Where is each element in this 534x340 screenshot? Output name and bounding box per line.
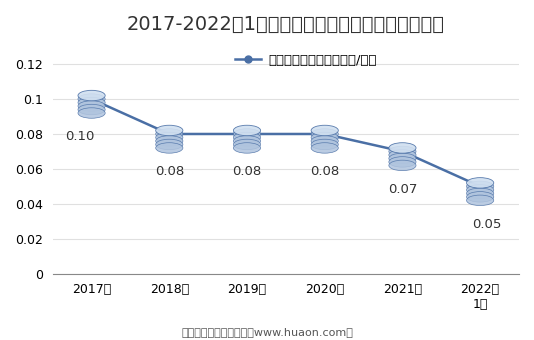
Ellipse shape [311, 136, 339, 146]
Ellipse shape [467, 195, 494, 206]
Ellipse shape [311, 139, 339, 150]
Ellipse shape [233, 132, 261, 143]
Ellipse shape [156, 132, 183, 143]
Text: 0.10: 0.10 [65, 131, 95, 143]
Ellipse shape [233, 143, 261, 153]
Ellipse shape [389, 143, 416, 153]
Text: 制图：华经产业研究院（www.huaon.com）: 制图：华经产业研究院（www.huaon.com） [181, 327, 353, 337]
Ellipse shape [233, 129, 261, 139]
Ellipse shape [311, 129, 339, 139]
Ellipse shape [389, 146, 416, 157]
Ellipse shape [78, 108, 105, 118]
Ellipse shape [78, 90, 105, 101]
Ellipse shape [156, 129, 183, 139]
Ellipse shape [233, 136, 261, 146]
Ellipse shape [156, 139, 183, 150]
Ellipse shape [311, 143, 339, 153]
Text: 0.08: 0.08 [310, 166, 339, 178]
Ellipse shape [311, 125, 339, 136]
Ellipse shape [311, 132, 339, 143]
Text: 0.08: 0.08 [232, 166, 262, 178]
Ellipse shape [78, 101, 105, 111]
Ellipse shape [78, 97, 105, 108]
Text: 0.07: 0.07 [388, 183, 417, 196]
Ellipse shape [467, 185, 494, 195]
Ellipse shape [233, 125, 261, 136]
Ellipse shape [389, 153, 416, 164]
Title: 2017-2022年1月郑州商品交易所白糖期权成交均价: 2017-2022年1月郑州商品交易所白糖期权成交均价 [127, 15, 445, 34]
Ellipse shape [233, 139, 261, 150]
Ellipse shape [467, 188, 494, 199]
Text: 0.08: 0.08 [155, 166, 184, 178]
Ellipse shape [389, 150, 416, 160]
Ellipse shape [156, 143, 183, 153]
Ellipse shape [389, 157, 416, 167]
Ellipse shape [467, 192, 494, 202]
Ellipse shape [467, 177, 494, 188]
Ellipse shape [78, 94, 105, 104]
Ellipse shape [156, 136, 183, 146]
Ellipse shape [389, 160, 416, 171]
Legend: 白糖期权成交均价（万元/手）: 白糖期权成交均价（万元/手） [230, 49, 382, 72]
Ellipse shape [467, 181, 494, 192]
Ellipse shape [78, 104, 105, 115]
Ellipse shape [156, 125, 183, 136]
Text: 0.05: 0.05 [472, 218, 501, 231]
